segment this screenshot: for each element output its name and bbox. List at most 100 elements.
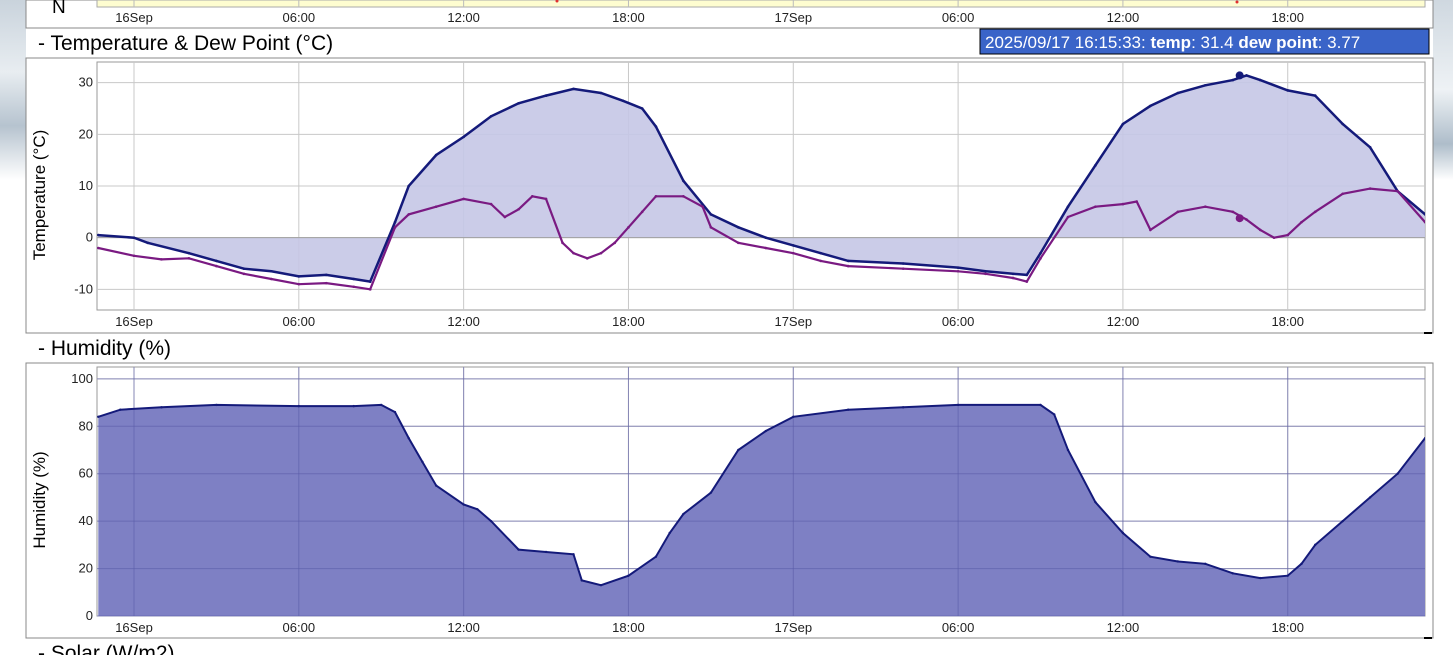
humidity-point [1176, 560, 1180, 563]
dew-point-point [1368, 187, 1372, 190]
dew-point-point [160, 258, 163, 261]
humidity-plot-area[interactable]: 16Sep 06:00 12:00 18:00 17Sep 06:00 12:00 18:00… [71, 366, 1442, 635]
humidity-point [847, 408, 850, 411]
top-strip-x-tick-label: 18:00 [612, 10, 645, 25]
humidity-point [901, 406, 905, 409]
humidity-point [792, 415, 795, 418]
dew-point-point [434, 205, 438, 208]
resize-handle[interactable] [1424, 637, 1432, 639]
dew-point-point [503, 215, 507, 219]
humidity-point [1396, 472, 1399, 475]
humidity-point [421, 460, 424, 464]
x-tick-label: 16Sep [115, 314, 153, 329]
temp-point [1121, 122, 1125, 126]
humidity-series-line [97, 403, 1425, 587]
temp-point [846, 259, 850, 263]
top-strip-x-tick-label: 12:00 [1107, 10, 1140, 25]
resize-handle[interactable] [1424, 332, 1432, 334]
dew-point-point [1313, 210, 1317, 214]
dew-point-point [393, 226, 397, 229]
tooltip-dew-label: dew point [1238, 33, 1318, 52]
temp-point [764, 236, 768, 239]
dew-point-point [1011, 276, 1015, 280]
dew-point-point [701, 205, 704, 208]
humidity-point [160, 406, 163, 409]
humidity-point [1314, 543, 1317, 547]
x-tick-label: 18:00 [612, 314, 645, 329]
humidity-point [1121, 531, 1125, 535]
temp-point [682, 179, 685, 183]
temp-point [132, 236, 136, 239]
humidity-point [1149, 555, 1152, 558]
temp-point [956, 266, 960, 269]
dew-point-point [1286, 233, 1290, 237]
dew-point-point [1396, 189, 1399, 193]
humidity-point [1039, 403, 1042, 407]
temp-point [709, 213, 713, 216]
temperature-plot-area[interactable]: 16Sep 06:00 12:00 18:00 17Sep 06:00 12:00 18:00… [74, 61, 1443, 329]
dew-point-point [215, 264, 218, 268]
dew-point-point [585, 257, 589, 260]
compass-label: N [52, 0, 66, 18]
humidity-point [668, 531, 671, 535]
dew-point-point [846, 264, 850, 268]
dew-point-point [368, 288, 372, 291]
temp-point [984, 269, 987, 273]
dew-point-point [1149, 228, 1152, 232]
temp-point [242, 267, 246, 270]
temp-point [146, 241, 150, 245]
top-strip-x-tick-label: 18:00 [1271, 10, 1304, 25]
humidity-point [1053, 413, 1056, 416]
temp-point [1025, 273, 1029, 277]
temp-point [297, 275, 301, 278]
top-strip-x-tick-label: 12:00 [447, 10, 480, 25]
dew-point-point [407, 213, 411, 216]
humidity-y-axis-label: Humidity (%) [30, 451, 49, 548]
x-tick-label: 06:00 [283, 620, 316, 635]
humidity-point [393, 410, 397, 414]
dew-point-point [984, 272, 987, 276]
top-strip-x-tick-label: 16Sep [115, 10, 153, 25]
hover-marker-temp [1235, 71, 1244, 80]
temp-point [1204, 83, 1207, 87]
humidity-point [462, 503, 465, 506]
humidity-point [1259, 576, 1262, 580]
dew-point-point [517, 207, 520, 211]
temp-point [1149, 104, 1152, 108]
temp-point [407, 184, 411, 188]
temp-point [791, 244, 795, 247]
x-tick-label: 12:00 [447, 620, 480, 635]
dew-point-point [561, 241, 564, 245]
dew-point-point [956, 269, 960, 273]
humidity-point [1231, 572, 1235, 575]
x-tick-label: 12:00 [1107, 620, 1140, 635]
tooltip-timestamp: 2025/09/17 16:15:33 [985, 33, 1141, 52]
temp-point [489, 114, 493, 118]
x-tick-label: 17Sep [774, 314, 812, 329]
temp-point [737, 226, 740, 229]
dew-point-point [297, 282, 301, 286]
dew-point-point [324, 281, 328, 285]
humidity-point [627, 574, 630, 577]
humidity-point [1300, 562, 1303, 566]
humidity-point [1204, 562, 1207, 566]
temp-point [640, 107, 644, 110]
dew-point-point [613, 241, 617, 245]
temp-point [270, 269, 273, 273]
humidity-chart: - Humidity (%) Humidity (%) 16Sep 06:00 12… [25, 337, 1442, 639]
dew-point-point [97, 246, 100, 250]
top-strip-plot-area [96, 0, 1426, 8]
humidity-point [297, 404, 301, 408]
y-tick-label: 0 [86, 608, 93, 623]
temp-point [215, 259, 218, 263]
dew-point-point [132, 254, 136, 258]
temp-point [572, 87, 575, 91]
temp-point [1231, 78, 1235, 82]
humidity-point [599, 583, 603, 587]
humidity-point [1066, 448, 1070, 452]
humidity-point [215, 403, 218, 407]
y-tick-label: 40 [79, 513, 93, 528]
dew-point-point [1300, 220, 1303, 224]
dew-point-point [489, 202, 493, 206]
